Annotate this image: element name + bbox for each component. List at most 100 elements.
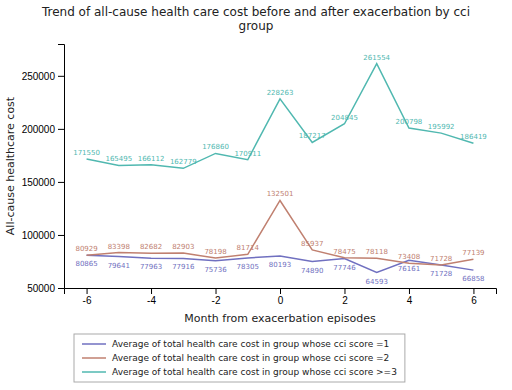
data-label: 81714 [237,244,260,252]
x-axis-title: Month from exacerbation episodes [184,312,376,325]
tick: 200000 [22,124,64,135]
line [87,64,474,169]
data-label: 78305 [237,263,259,271]
legend-box [74,334,405,382]
tick-mark [344,288,345,294]
tick-label: -4 [147,295,156,306]
x-axis: -6 -4 -2 0 2 4 6 [65,288,497,306]
chart: -6 -4 -2 0 2 4 6 50000 100000 150000 200000 250000 8… [0,0,512,390]
tick-mark [280,288,281,294]
y-axis-title: All-cause healthcare cost [4,96,17,235]
data-label: 186419 [460,133,487,141]
tick: 6 [471,288,477,306]
legend-label: Average of total health care cost in gro… [112,367,397,377]
tick-mark [58,288,64,289]
data-label: 78198 [204,248,226,256]
data-label: 261554 [363,54,390,62]
tick-mark [473,288,474,294]
tick-mark [58,182,64,183]
data-label: 82682 [140,243,162,251]
tick-mark [151,288,152,294]
legend-label: Average of total health care cost in gro… [112,339,389,349]
tick: 4 [407,288,413,306]
data-label: 66858 [462,275,484,283]
data-label: 78475 [333,248,355,256]
tick-mark [87,288,88,294]
data-label: 75736 [204,266,227,274]
data-label: 165495 [105,155,132,163]
tick-label: 200000 [22,124,56,135]
data-label: 71728 [430,270,452,278]
tick-label: -2 [212,295,221,306]
data-label: 80193 [269,261,291,269]
tick-label: 250000 [22,71,56,82]
legend-swatch [82,343,106,345]
data-label: 80929 [75,245,97,253]
y-axis: 50000 100000 150000 200000 250000 [22,45,65,294]
title-line: group [239,19,274,33]
tick-label: 0 [278,295,284,306]
data-label: 82903 [172,243,194,251]
legend-swatch [82,371,106,373]
data-label: 76161 [398,265,420,273]
data-label: 78118 [366,248,388,256]
data-label: 80865 [75,260,97,268]
tick-mark [58,235,64,236]
data-label: 85937 [301,240,323,248]
legend-swatch [82,357,106,359]
data-label: 79641 [108,262,130,270]
tick-mark [58,129,64,130]
line [87,200,474,264]
data-label: 228263 [267,89,294,97]
tick-label: 100000 [22,230,56,241]
tick: 100000 [22,230,64,241]
tick: 50000 [27,283,64,294]
data-label: 77746 [333,264,356,272]
data-label: 176860 [202,143,229,151]
tick-label: 150000 [22,177,56,188]
tick-label: 4 [407,295,413,306]
tick: -2 [212,288,221,306]
data-label: 200798 [396,118,423,126]
legend-label: Average of total health care cost in gro… [112,353,389,363]
data-label: 166112 [138,155,165,163]
tick-mark [409,288,410,294]
data-label: 73408 [398,253,420,261]
series-group [87,64,474,273]
data-label: 170911 [234,150,261,158]
tick: -4 [147,288,156,306]
data-label: 74890 [301,267,323,275]
title: Trend of all-cause health care cost befo… [41,5,470,33]
tick-label: -6 [83,295,92,306]
data-label: 71728 [430,255,452,263]
tick-label: 2 [342,295,348,306]
legend-item: Average of total health care cost in gro… [82,353,389,363]
tick: -6 [83,288,92,306]
tick: 2 [342,288,348,306]
data-label: 77139 [462,249,484,257]
legend-item: Average of total health care cost in gro… [82,367,397,377]
tick: 0 [278,288,284,306]
plot-area: -6 -4 -2 0 2 4 6 50000 100000 150000 200000 250000 8… [22,45,497,307]
tick-label: 6 [471,295,477,306]
data-label: 77916 [172,263,195,271]
legend-item: Average of total health care cost in gro… [82,339,389,349]
tick: 250000 [22,71,64,82]
tick-label: 50000 [27,283,55,294]
data-label: 195992 [428,123,455,131]
data-labels: 80865 79641 77963 77916 75736 78305 80193 74890… [73,54,487,286]
data-label: 64593 [366,278,388,286]
data-label: 204845 [331,114,358,122]
data-label: 77963 [140,263,162,271]
data-label: 132501 [267,190,294,198]
title-line: Trend of all-cause health care cost befo… [41,5,470,19]
tick-mark [58,76,64,77]
data-label: 187217 [299,132,326,140]
data-label: 162779 [170,158,197,166]
tick: 150000 [22,177,64,188]
tick-mark [216,288,217,294]
axis-line [65,289,497,295]
data-label: 83398 [108,243,130,251]
legend: Average of total health care cost in gro… [74,334,405,382]
axis-line [58,45,65,289]
